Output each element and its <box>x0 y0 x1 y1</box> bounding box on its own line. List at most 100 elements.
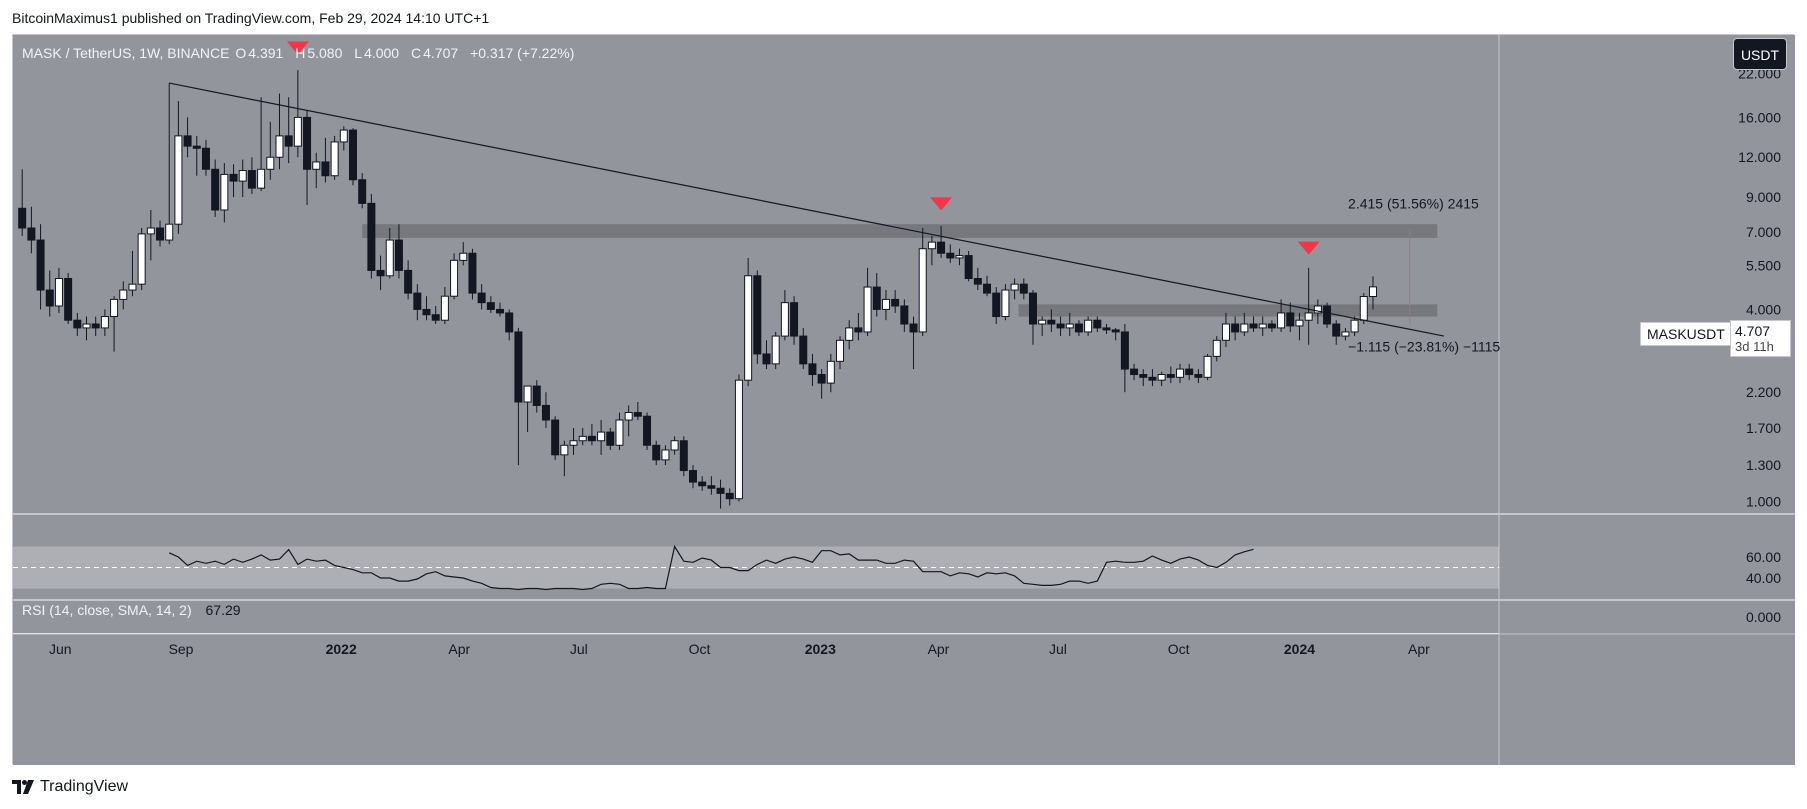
currency-button[interactable]: USDT <box>1733 38 1787 70</box>
bear-candle-body <box>716 487 725 494</box>
candle <box>790 296 799 345</box>
bear-candle-body <box>1019 283 1028 294</box>
candle <box>27 206 36 254</box>
bear-candle-body <box>1111 329 1120 333</box>
price-tick-label: 12.000 <box>1738 149 1781 165</box>
bull-candle-body <box>615 419 624 446</box>
chart-canvas[interactable]: 2.415 (51.56%) 2415 −1.115 (−23.81%) −111… <box>13 35 1795 765</box>
rsi-pane-bg <box>13 515 1499 599</box>
candle <box>1267 320 1276 332</box>
candle <box>1111 327 1120 341</box>
bull-candle-body <box>1304 312 1313 321</box>
bear-candle-body <box>541 404 550 421</box>
bull-candle-body <box>1277 312 1286 329</box>
candle <box>1120 324 1129 393</box>
time-tick-label: Jul <box>1049 641 1067 657</box>
candle <box>1203 353 1212 381</box>
price-tick-label: 5.500 <box>1746 257 1781 273</box>
candle <box>431 305 440 325</box>
time-tick-label: 2023 <box>805 641 836 657</box>
candle <box>156 220 165 247</box>
legend-open-label: O <box>235 45 247 61</box>
bear-candle-body <box>808 363 817 376</box>
bear-candle-body <box>1056 323 1065 329</box>
candle <box>964 250 973 282</box>
candle <box>183 117 192 158</box>
bear-candle-body <box>376 269 385 277</box>
bull-candle-body <box>881 298 890 310</box>
bear-candle-body <box>1148 376 1157 381</box>
tradingview-logo[interactable]: TradingView <box>12 778 128 796</box>
candle <box>753 270 762 364</box>
candle <box>569 427 578 455</box>
bear-candle-body <box>91 323 100 329</box>
candle <box>560 440 569 477</box>
candle <box>229 164 238 198</box>
bear-candle-body <box>73 319 82 329</box>
bull-candle-body <box>1001 289 1010 318</box>
bull-candle-body <box>1341 331 1350 337</box>
bear-candle-body <box>367 202 376 271</box>
candle <box>1368 276 1377 310</box>
legend-open-value: 4.391 <box>248 45 284 61</box>
candle <box>496 302 505 317</box>
candle <box>854 312 863 341</box>
candle <box>275 93 284 170</box>
time-tick-label: Jul <box>570 641 588 657</box>
bear-candle-body <box>247 170 256 189</box>
candle <box>257 97 266 192</box>
candle <box>64 273 73 325</box>
candle <box>1010 278 1019 300</box>
candle <box>597 420 606 455</box>
candle <box>1194 369 1203 384</box>
rsi-legend[interactable]: RSI (14, close, SMA, 14, 2) 67.29 <box>22 602 241 618</box>
measure-annotation: −1.115 (−23.81%) −1115 <box>1348 339 1500 355</box>
bull-candle-body <box>670 440 679 451</box>
rejection-marker-icon <box>286 41 309 55</box>
candle <box>174 101 183 234</box>
tradingview-logo-icon <box>12 780 34 794</box>
candle <box>1185 363 1194 381</box>
candle <box>211 159 220 217</box>
rsi-tick-label: 40.00 <box>1746 570 1781 586</box>
bear-candle-body <box>532 385 541 406</box>
bear-candle-body <box>36 239 45 291</box>
candle <box>983 275 992 297</box>
candle <box>1157 371 1166 387</box>
time-tick-label: Apr <box>1408 641 1430 657</box>
candle <box>817 369 826 399</box>
price-tick-label: 9.000 <box>1746 189 1781 205</box>
candle <box>1130 363 1139 381</box>
bull-candle-body <box>1240 323 1249 333</box>
bear-candle-body <box>1231 323 1240 333</box>
legend-low-value: 4.000 <box>364 45 400 61</box>
bear-candle-body <box>1185 368 1194 376</box>
candle <box>284 97 293 164</box>
candle <box>514 327 523 466</box>
candle <box>348 128 357 186</box>
legend-close-value: 4.707 <box>423 45 459 61</box>
candle <box>119 281 128 310</box>
candle <box>615 412 624 450</box>
bull-candle-body <box>1221 323 1230 341</box>
main-pane-bg <box>13 35 1499 513</box>
candle <box>762 340 771 370</box>
bear-candle-body <box>211 168 220 211</box>
candle <box>128 250 137 297</box>
bull-candle-body <box>128 283 137 291</box>
candle <box>376 255 385 291</box>
candle <box>82 316 91 341</box>
candle <box>900 299 909 332</box>
bear-candle-body <box>358 179 367 204</box>
candle <box>505 309 514 341</box>
bull-candle-body <box>1359 295 1368 321</box>
candle <box>707 476 716 495</box>
bear-candle-body <box>799 335 808 365</box>
legend-symbol[interactable]: MASK / TetherUS, 1W, BINANCE <box>22 45 230 61</box>
bear-candle-body <box>229 173 238 182</box>
candle <box>1286 302 1295 332</box>
candle <box>404 260 413 300</box>
candle <box>1332 320 1341 345</box>
rsi-title: RSI (14, close, SMA, 14, 2) <box>22 602 192 618</box>
publisher-line: BitcoinMaximus1 published on TradingView… <box>12 10 490 26</box>
